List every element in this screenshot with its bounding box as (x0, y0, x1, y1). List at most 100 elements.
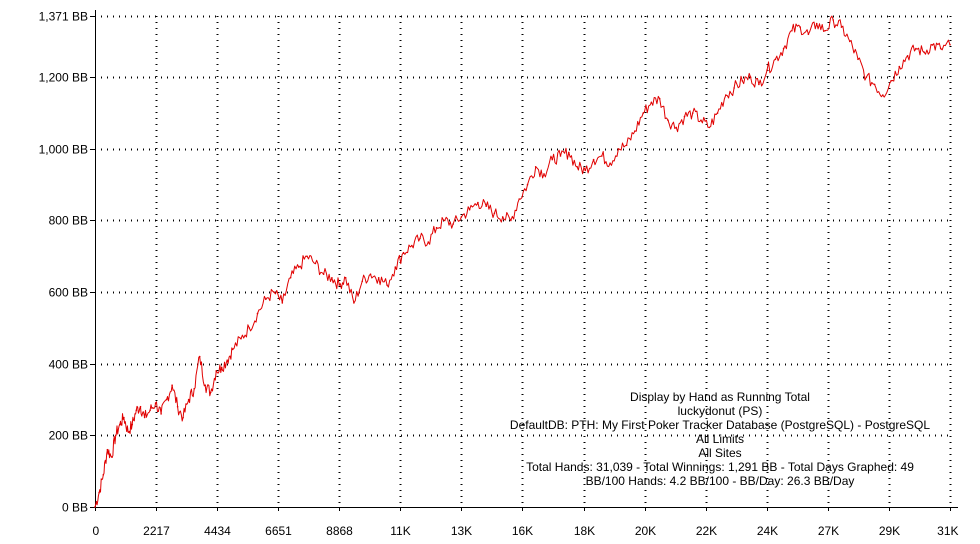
x-tick-label: 11K (390, 524, 410, 538)
data-point (306, 255, 308, 258)
y-tick-label: 0 BB (62, 501, 88, 515)
data-point (849, 40, 851, 43)
data-point (314, 262, 317, 265)
data-point (435, 226, 438, 229)
data-point (543, 173, 545, 175)
info-line-display-mode: Display by Hand as Running Total (630, 390, 810, 404)
data-point (154, 402, 157, 404)
data-point (675, 126, 677, 129)
data-point (766, 69, 768, 71)
data-point (906, 55, 909, 57)
data-point (791, 29, 793, 32)
data-point (204, 384, 206, 387)
data-point (119, 423, 121, 426)
data-point (135, 409, 138, 412)
data-point (733, 87, 735, 89)
data-point (265, 298, 267, 301)
data-point (94, 506, 96, 508)
data-point (807, 33, 810, 36)
data-point (799, 26, 801, 28)
y-tick-label: 600 BB (49, 286, 88, 300)
data-point (160, 413, 162, 415)
data-point (683, 115, 686, 118)
data-point (857, 58, 859, 61)
data-point (700, 119, 702, 121)
data-point (231, 348, 234, 351)
info-line-sites: All Sites (698, 446, 742, 460)
data-point (749, 76, 752, 78)
data-point (131, 423, 133, 426)
data-point (444, 219, 446, 222)
data-point (411, 244, 413, 247)
data-point (815, 22, 818, 25)
data-point (273, 291, 275, 293)
data-point (149, 409, 151, 412)
data-point (890, 80, 892, 82)
data-point (289, 277, 292, 279)
data-point (102, 474, 105, 476)
info-line-limits: All Limits (695, 432, 744, 446)
data-point (865, 76, 868, 78)
x-tick-label: 29K (879, 524, 900, 538)
data-point (377, 277, 380, 279)
data-point (193, 388, 195, 390)
data-point (182, 416, 184, 419)
data-point (840, 26, 843, 28)
data-point (642, 112, 644, 114)
data-point (716, 112, 719, 114)
data-point (240, 337, 242, 340)
x-tick-label: 13K (451, 524, 472, 538)
data-point (171, 384, 173, 387)
data-point (143, 416, 146, 419)
data-point (725, 94, 727, 96)
data-point (485, 205, 488, 207)
data-point (949, 43, 951, 46)
x-tick-label: 31K (937, 524, 958, 538)
x-tick-label: 0 (93, 524, 100, 538)
y-tick-label: 1,200 BB (39, 71, 88, 85)
data-point (123, 416, 125, 419)
data-point (215, 370, 217, 372)
x-tick-label: 18K (574, 524, 595, 538)
data-point (220, 366, 223, 369)
data-point (114, 434, 117, 437)
data-point (477, 201, 479, 204)
data-point (322, 273, 325, 276)
data-point (338, 284, 341, 286)
x-tick-label: 8868 (326, 524, 353, 538)
info-line-player: luckydonut (PS) (677, 404, 763, 418)
data-point (650, 101, 653, 104)
data-point (281, 302, 284, 304)
data-point (402, 251, 405, 254)
data-point (468, 208, 471, 211)
data-point (501, 216, 504, 218)
y-tick-label: 200 BB (49, 429, 88, 443)
data-point (568, 151, 570, 154)
info-line-totals: Total Hands: 31,039 - Total Winnings: 1,… (526, 460, 914, 474)
data-point (625, 144, 628, 147)
data-point (198, 355, 201, 358)
data-point (584, 169, 587, 172)
series-layer (94, 15, 951, 508)
data-point (617, 148, 620, 150)
y-tick-label: 400 BB (49, 358, 88, 372)
data-point (369, 273, 372, 276)
x-tick-label: 20K (635, 524, 656, 538)
data-point (551, 158, 554, 161)
data-point (592, 158, 595, 161)
data-point (127, 431, 129, 433)
data-point (915, 47, 917, 50)
y-tick-label: 1,000 BB (39, 143, 88, 157)
x-tick-label: 4434 (204, 524, 231, 538)
data-point (667, 119, 669, 121)
series-line-running-total (94, 15, 951, 508)
data-point (344, 277, 347, 279)
x-tick-label: 24K (757, 524, 778, 538)
data-point (782, 47, 785, 50)
data-point (460, 216, 463, 218)
data-point (386, 284, 388, 286)
data-point (518, 198, 520, 200)
data-point (758, 83, 760, 86)
data-point (824, 29, 826, 32)
data-point (187, 398, 190, 401)
